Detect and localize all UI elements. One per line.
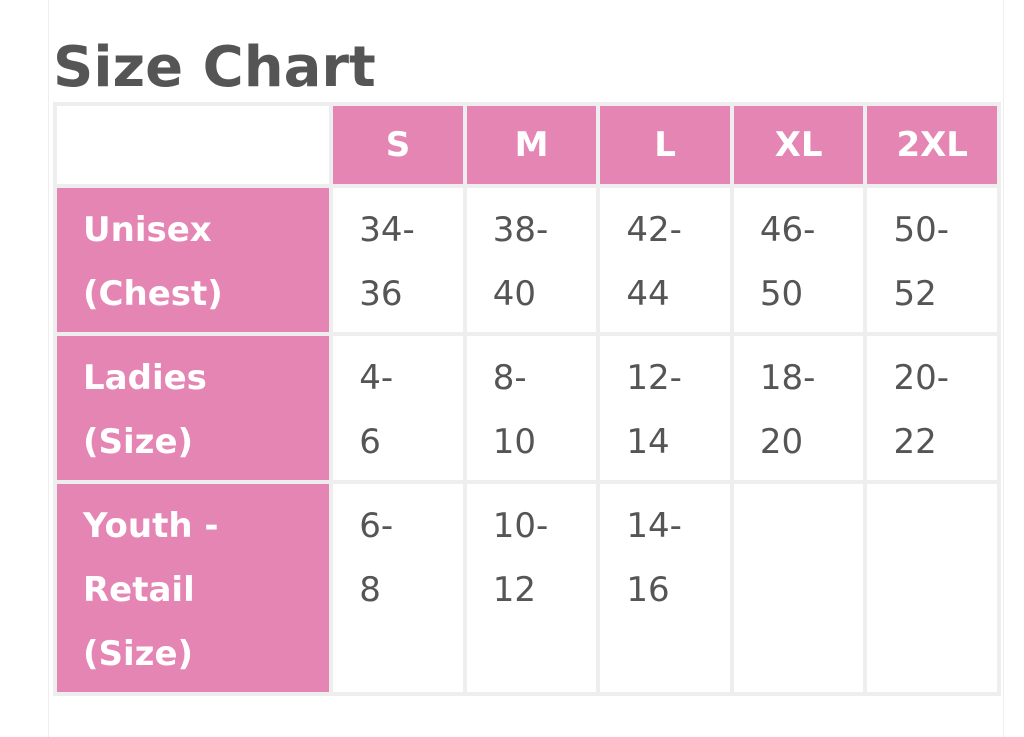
column-header-xl: XL [733, 106, 864, 184]
table-cell: 50- 52 [867, 188, 997, 332]
header-row: S M L XL 2XL [57, 106, 997, 184]
column-header-s: S [333, 106, 463, 184]
table-cell: 18- 20 [733, 336, 864, 480]
table-cell: 4- 6 [333, 336, 463, 480]
table-cell: 42- 44 [600, 188, 730, 332]
table-cell: 20- 22 [867, 336, 997, 480]
table-cell: 10- 12 [466, 484, 597, 692]
content-border-left [48, 0, 49, 737]
table-cell: 46- 50 [733, 188, 864, 332]
table-row-ladies: Ladies (Size) 4- 6 8- 10 12- 14 18- 20 2… [57, 336, 997, 480]
table-cell-empty [867, 484, 997, 692]
table-cell: 34- 36 [333, 188, 463, 332]
header-corner-cell [57, 106, 330, 184]
column-header-m: M [466, 106, 597, 184]
table-row-youth: Youth - Retail (Size) 6- 8 10- 12 14- 16 [57, 484, 997, 692]
table-cell-empty [733, 484, 864, 692]
size-chart-table: S M L XL 2XL Unisex (Chest) 34- 36 38- 4… [53, 102, 1001, 696]
table-cell: 38- 40 [466, 188, 597, 332]
content-border-right [1003, 0, 1004, 737]
table-cell: 12- 14 [600, 336, 730, 480]
column-header-l: L [600, 106, 730, 184]
row-label-youth: Youth - Retail (Size) [57, 484, 330, 692]
table-cell: 8- 10 [466, 336, 597, 480]
table-row-unisex: Unisex (Chest) 34- 36 38- 40 42- 44 46- … [57, 188, 997, 332]
row-label-unisex: Unisex (Chest) [57, 188, 330, 332]
page-title: Size Chart [53, 35, 376, 100]
row-label-ladies: Ladies (Size) [57, 336, 330, 480]
table-cell: 14- 16 [600, 484, 730, 692]
table-cell: 6- 8 [333, 484, 463, 692]
column-header-2xl: 2XL [867, 106, 997, 184]
